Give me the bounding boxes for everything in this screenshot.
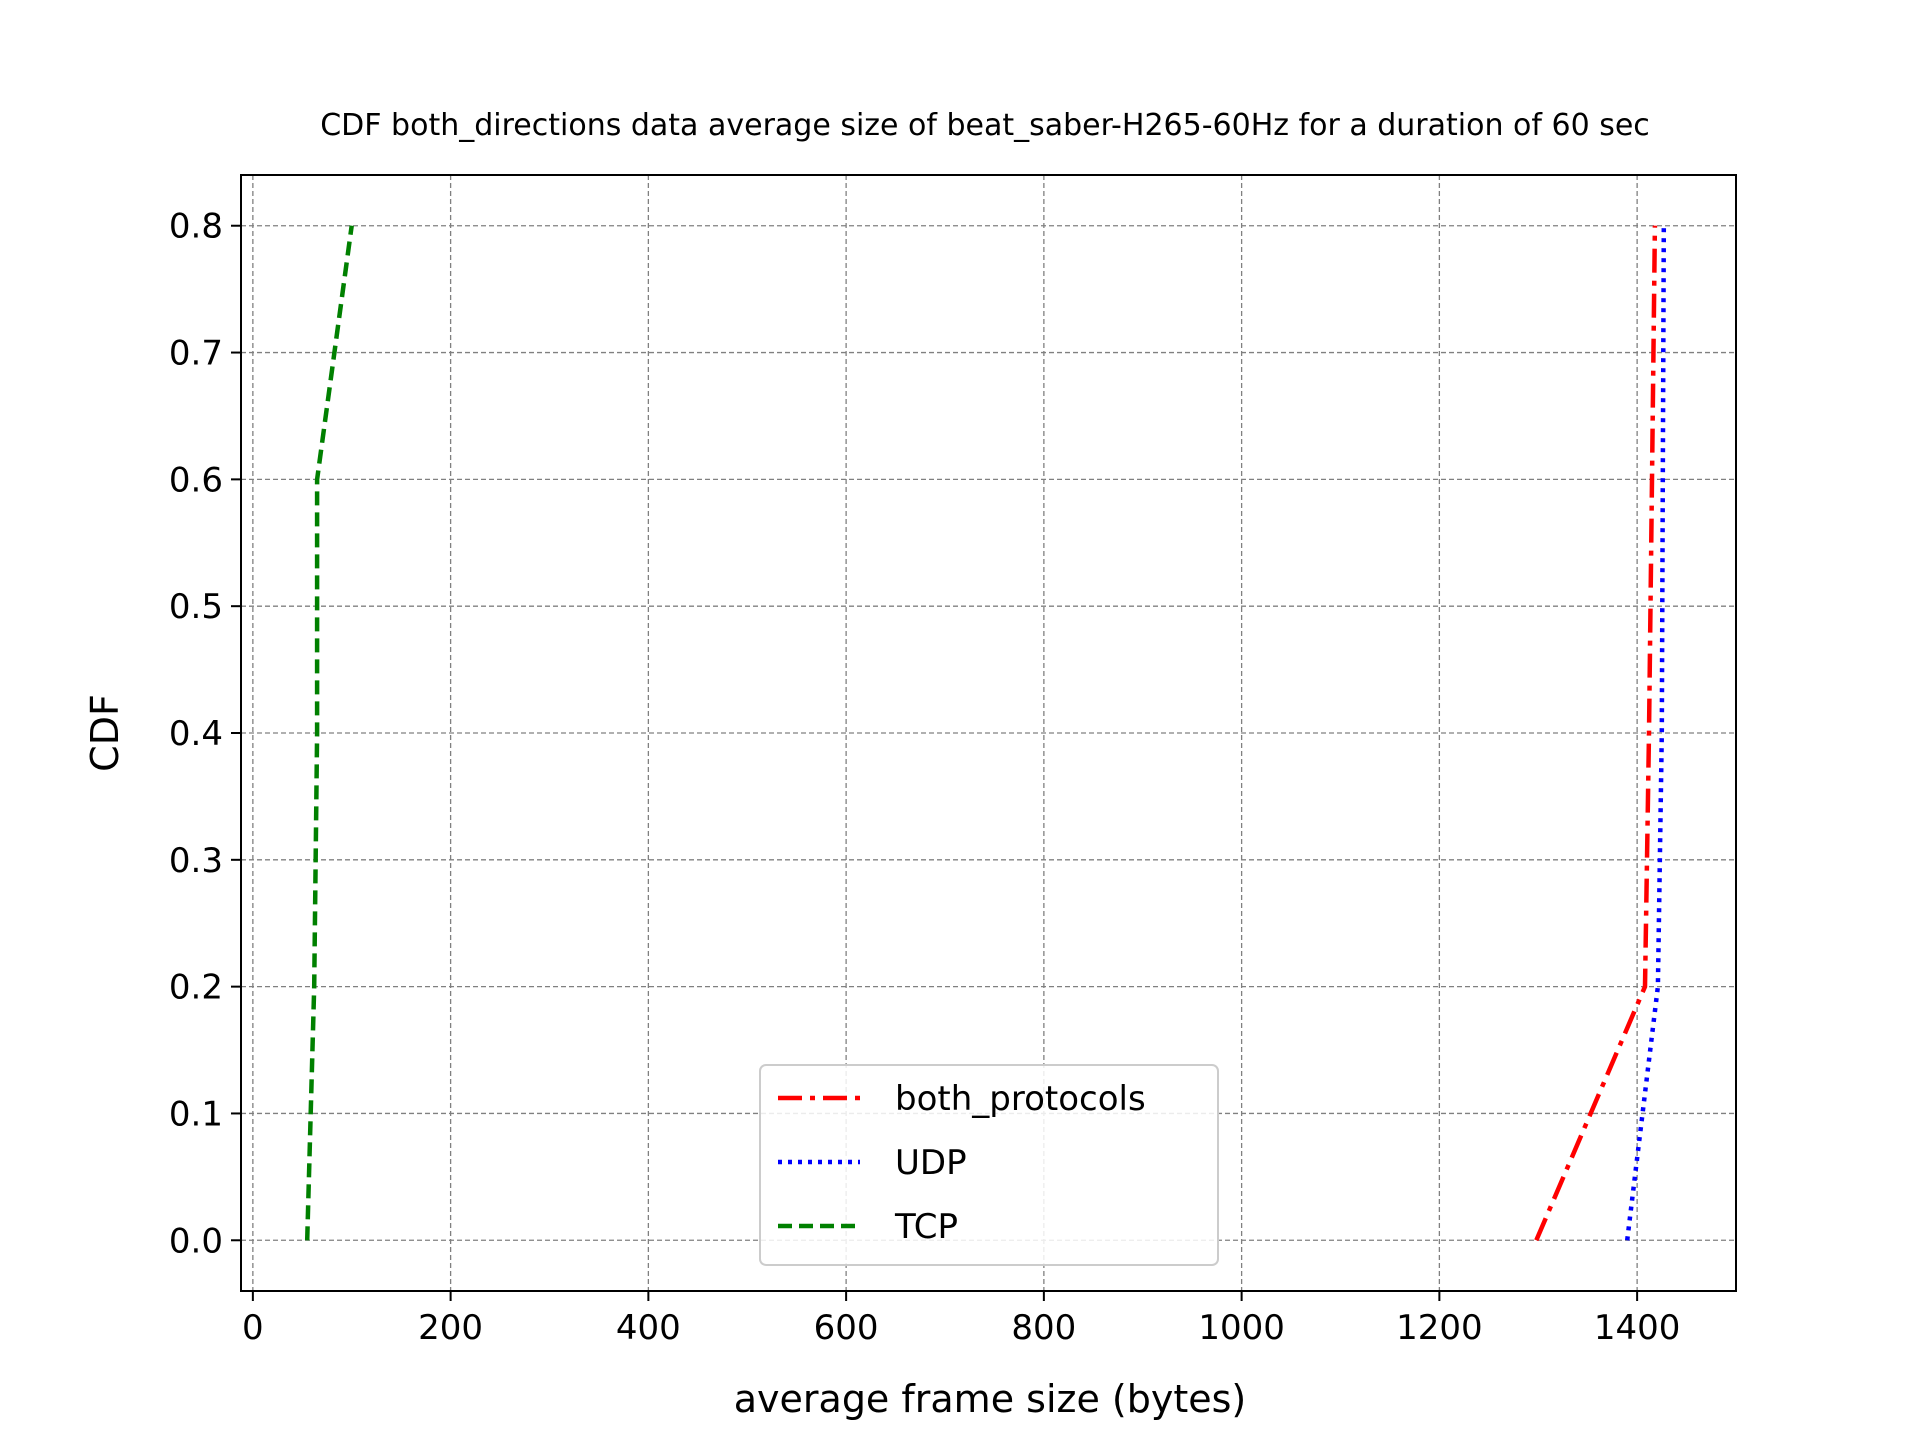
series-line-both-protocols [1534, 225, 1658, 1242]
legend-label: UDP [895, 1143, 967, 1183]
y-tick-label: 0.8 [169, 207, 223, 247]
x-tick-label: 400 [616, 1308, 681, 1348]
y-tick-label: 0.5 [169, 587, 223, 627]
y-tick-label: 0.4 [169, 714, 223, 754]
y-tick-label: 0.3 [169, 841, 223, 881]
y-axis-label: CDF [83, 694, 127, 772]
y-axis: 0.0 0.1 0.2 0.3 0.4 0.5 0.6 0.7 0.8 [169, 207, 241, 1261]
x-tick-label: 0 [242, 1308, 264, 1348]
x-tick-label: 200 [418, 1308, 483, 1348]
x-tick-label: 1200 [1396, 1308, 1483, 1348]
y-tick-label: 0.6 [169, 460, 223, 500]
y-tick-label: 0.2 [169, 968, 223, 1008]
x-tick-label: 600 [814, 1308, 879, 1348]
chart-title: CDF both_directions data average size of… [320, 108, 1650, 143]
grid [241, 175, 1736, 1291]
legend: both_protocols UDP TCP [759, 1064, 1219, 1266]
legend-box [759, 1064, 1219, 1266]
x-tick-label: 1000 [1198, 1308, 1285, 1348]
y-tick-label: 0.1 [169, 1094, 223, 1134]
x-axis-label: average frame size (bytes) [734, 1377, 1247, 1421]
x-tick-label: 1400 [1594, 1308, 1681, 1348]
y-tick-label: 0.7 [169, 334, 223, 374]
x-axis: 0 200 400 600 800 1000 1200 1400 [242, 1291, 1680, 1348]
legend-label: TCP [894, 1207, 958, 1247]
series-line-udp [1624, 225, 1667, 1241]
y-tick-label: 0.0 [169, 1221, 223, 1261]
legend-label: both_protocols [895, 1079, 1146, 1119]
x-tick-label: 800 [1011, 1308, 1076, 1348]
series-line-tcp [304, 225, 354, 1241]
series-group [304, 225, 1667, 1242]
